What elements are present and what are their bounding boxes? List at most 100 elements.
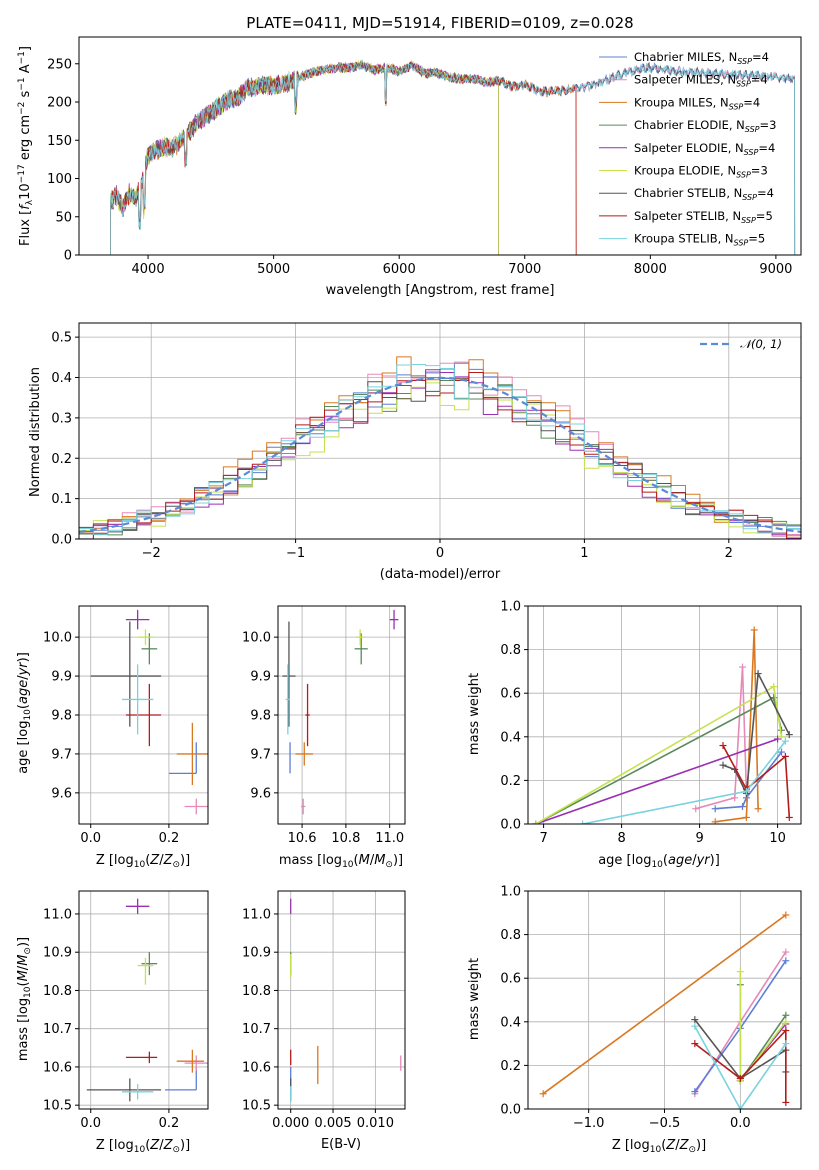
errorbar-point: [125, 1051, 158, 1064]
errorbar-point: [282, 621, 296, 727]
weight-marker: [782, 1098, 790, 1106]
legend-nssp: 4: [768, 141, 775, 155]
legend-series-name: Chabrier STELIB: [634, 186, 726, 200]
spectrum-xtick-label: 8000: [634, 262, 667, 277]
weight-series-line: [542, 914, 787, 1095]
mass-vs-Z-ytick-label: 10.7: [43, 1022, 72, 1037]
figure-title: PLATE=0411, MJD=51914, FIBERID=0109, z=0…: [246, 14, 633, 32]
normal-legend-label: 𝒩(0, 1): [740, 337, 782, 351]
weight-marker: [782, 1027, 790, 1035]
errorbar-point: [176, 1049, 205, 1073]
weight-vs-age-xtick-label: 10: [769, 831, 786, 846]
spectrum-series-line: [110, 59, 796, 255]
mass-vs-EBV-ytick-label: 10.5: [242, 1099, 271, 1114]
weight-marker: [692, 805, 700, 813]
errorbar-point: [184, 798, 208, 815]
weight-marker: [750, 626, 758, 634]
residual-histograms: [79, 356, 801, 539]
residuals-ytick-label: 0.4: [51, 371, 72, 386]
mass-vs-EBV-ytick-label: 10.8: [242, 984, 271, 999]
weight-marker: [754, 805, 762, 813]
weight-vs-age-xtick-label: 9: [695, 831, 703, 846]
legend-entry: Chabrier MILES, NSSP=4: [634, 50, 769, 66]
weight-vs-Z-xtick-label: −1.0: [573, 1116, 605, 1131]
weight-marker: [719, 742, 727, 750]
spectrum-ytick-label: 200: [47, 96, 72, 111]
age-vs-Z-points: [90, 609, 208, 815]
weight-marker: [739, 663, 746, 671]
errorbar-point: [184, 1055, 208, 1071]
weight-vs-Z-lines: [539, 911, 790, 1109]
residuals-xtick-label: 1: [580, 546, 588, 561]
mass-vs-Z-points: [86, 898, 208, 1102]
age-z-ylabel: age [log10(age/yr)]: [16, 652, 33, 774]
mass-vs-EBV-ytick-label: 11.0: [242, 907, 271, 922]
weight-vs-age-xtick-label: 8: [617, 831, 625, 846]
weight-vs-age-ytick-label: 0.4: [500, 730, 521, 745]
weight-z-ylabel: mass weight: [467, 958, 482, 1040]
age-vs-mass-ytick-label: 10.0: [242, 631, 271, 646]
weight-marker: [782, 1040, 790, 1048]
spectrum-ytick-label: 150: [47, 134, 72, 149]
weight-marker: [782, 911, 790, 919]
spectrum-series-line: [110, 60, 577, 255]
mass-vs-Z-ytick-label: 10.8: [43, 984, 72, 999]
spectrum-lines: [110, 58, 796, 255]
mass-vs-EBV-ytick-label: 10.7: [242, 1022, 271, 1037]
errorbar-point: [354, 633, 368, 665]
mass-vs-EBV-ytick-label: 10.9: [242, 946, 271, 961]
weight-marker: [691, 1016, 699, 1024]
age-vs-Z-xtick-label: 0.0: [80, 831, 101, 846]
spectrum-ytick-label: 100: [47, 172, 72, 187]
legend-series-name: Chabrier ELODIE: [634, 118, 729, 132]
weight-vs-age-ytick-label: 0.0: [500, 818, 521, 833]
legend-nssp: 4: [753, 95, 760, 109]
weight-marker: [539, 1090, 547, 1098]
legend-series-name: Salpeter ELODIE: [634, 141, 728, 155]
errorbar-point: [122, 1084, 154, 1100]
weight-series-line: [715, 629, 759, 823]
legend-series-name: Kroupa MILES: [634, 95, 713, 109]
mass-z-xlabel: Z [log10(Z/Z⊙)]: [96, 1138, 190, 1155]
spectrum-xlabel: wavelength [Angstrom, rest frame]: [326, 283, 555, 298]
spectrum-series-line: [110, 59, 499, 255]
weight-vs-Z-ytick-label: 0.4: [500, 1015, 521, 1030]
weight-marker: [785, 731, 793, 739]
legend-series-name: Salpeter MILES: [634, 73, 720, 87]
legend-nssp: 5: [758, 232, 765, 246]
errorbar-point: [122, 664, 154, 735]
legend-entry: Salpeter MILES, NSSP=4: [634, 73, 768, 89]
mass-ebv-xlabel: E(B-V): [321, 1137, 361, 1152]
errorbar-point: [285, 664, 291, 735]
age-z-xlabel: Z [log10(Z/Z⊙)]: [96, 853, 190, 870]
weight-marker: [739, 803, 746, 811]
weight-marker: [736, 1074, 744, 1082]
mass-vs-Z-frame: [78, 890, 209, 1110]
legend-entry: Chabrier ELODIE, NSSP=3: [634, 118, 776, 134]
errorbar-point: [176, 722, 208, 786]
legend-series-name: Chabrier MILES: [634, 50, 721, 64]
residuals-ytick-label: 0.3: [51, 411, 72, 426]
weight-series-line: [694, 1028, 787, 1103]
errorbar-point: [137, 629, 154, 645]
weight-vs-Z-xtick-label: −0.5: [649, 1116, 681, 1131]
weight-marker: [778, 733, 785, 741]
weight-vs-Z-ytick-label: 0.0: [500, 1103, 521, 1118]
age-vs-mass-ytick-label: 9.6: [250, 786, 271, 801]
legend-nssp: 5: [765, 209, 772, 223]
weight-vs-age-ytick-label: 1.0: [500, 600, 521, 615]
residuals-ytick-label: 0.2: [51, 452, 72, 467]
weight-marker: [691, 1022, 699, 1030]
weight-vs-age-ytick-label: 0.8: [500, 643, 521, 658]
weight-vs-Z-ytick-label: 1.0: [500, 885, 521, 900]
legend-series-name: Kroupa ELODIE: [634, 164, 720, 178]
weight-age-xlabel: age [log10(age/yr)]: [598, 853, 720, 870]
spectrum-series-line: [110, 62, 499, 255]
spectrum-frame: [78, 36, 802, 256]
errorbar-point: [295, 742, 314, 766]
normal-curve: [79, 376, 801, 533]
age-mass-xlabel: mass [log10(M/M⊙)]: [279, 853, 403, 870]
mass-vs-EBV-points: [290, 898, 402, 1102]
errorbar-point: [141, 633, 158, 665]
